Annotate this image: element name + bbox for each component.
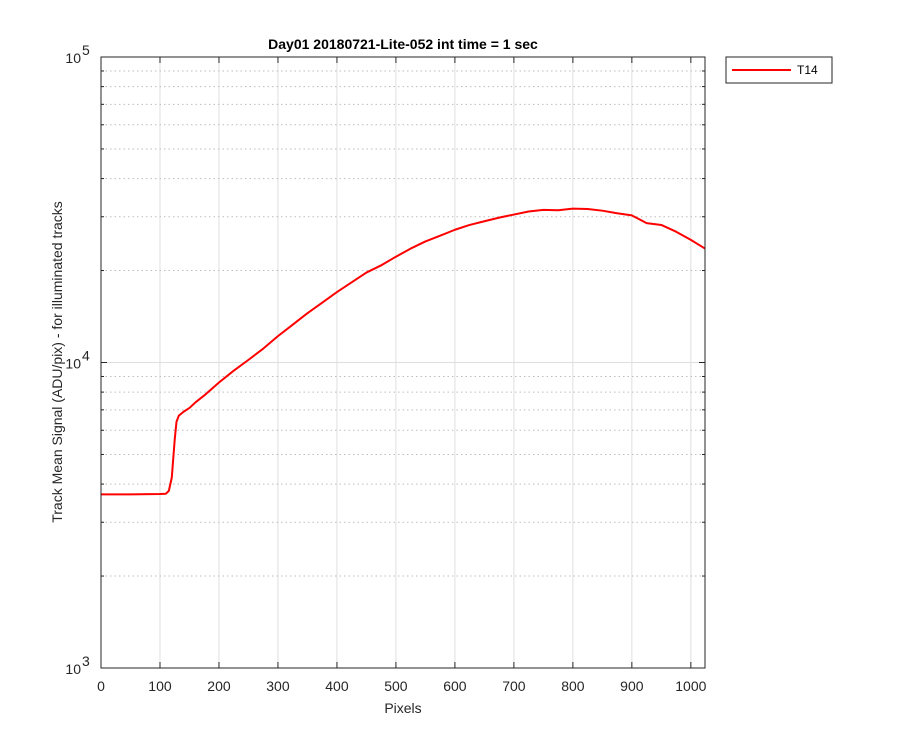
x-tick-label: 500 [384,678,408,694]
x-tick-label: 1000 [675,678,706,694]
x-tick-label: 200 [207,678,231,694]
grid [101,57,705,668]
x-tick-label: 100 [148,678,172,694]
y-tick-label-exponent: 5 [82,42,90,58]
legend-label-T14: T14 [797,63,818,77]
x-tick-label: 600 [443,678,467,694]
series-layer [101,207,706,496]
x-tick-label: 300 [266,678,290,694]
y-axis-label: Track Mean Signal (ADU/pix) - for illumi… [49,201,65,523]
series-line-T14 [101,207,706,496]
y-tick-label: 10 [65,356,81,372]
x-tick-label: 900 [620,678,644,694]
x-axis-label: Pixels [384,700,421,716]
x-tick-label: 700 [502,678,526,694]
plot-frame [100,56,706,669]
y-tick-label-exponent: 4 [82,348,90,364]
chart-title: Day01 20180721-Lite-052 int time = 1 sec [268,36,538,52]
y-tick-label: 10 [65,50,81,66]
x-tick-label: 0 [97,678,105,694]
y-tick-label: 10 [65,661,81,677]
legend: T14 [725,56,833,84]
x-tick-label: 800 [561,678,585,694]
x-tick-label: 400 [325,678,349,694]
y-tick-label-exponent: 3 [82,653,90,669]
